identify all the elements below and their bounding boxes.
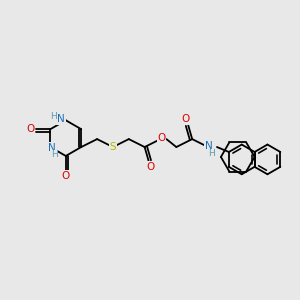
- Text: H: H: [50, 112, 57, 121]
- Text: H: H: [208, 149, 214, 158]
- Text: N: N: [48, 143, 56, 153]
- Text: H: H: [51, 151, 58, 160]
- Text: N: N: [205, 141, 213, 151]
- Text: O: O: [181, 114, 189, 124]
- Text: S: S: [110, 142, 116, 152]
- Text: N: N: [57, 114, 65, 124]
- Text: O: O: [62, 171, 70, 181]
- Text: O: O: [158, 133, 166, 143]
- Text: O: O: [26, 124, 35, 134]
- Text: O: O: [146, 162, 155, 172]
